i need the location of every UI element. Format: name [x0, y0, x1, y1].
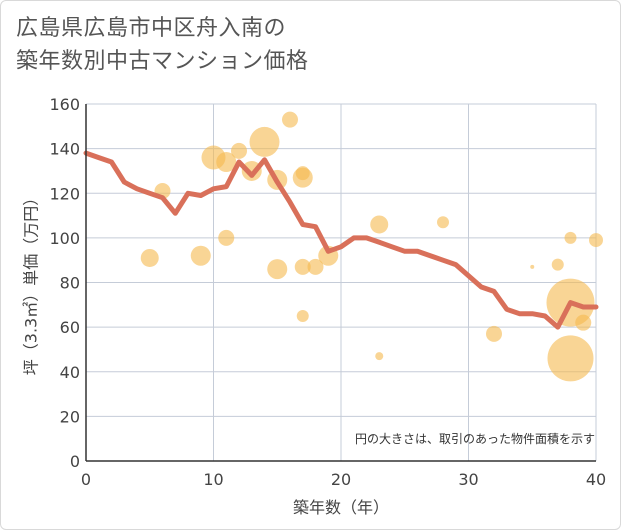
chart-title: 広島県広島市中区舟入南の 築年数別中古マンション価格: [16, 12, 309, 78]
grid-lines: [86, 103, 597, 461]
data-bubble: [437, 216, 449, 229]
x-tick-label: 40: [586, 470, 606, 489]
data-bubble: [296, 309, 309, 322]
y-axis-title: 坪（3.3㎡）単価（万円）: [22, 190, 41, 375]
y-tick-label: 60: [60, 318, 80, 337]
y-tick-label: 80: [60, 274, 80, 293]
data-bubble: [231, 142, 247, 159]
data-bubble: [551, 258, 564, 271]
x-tick-label: 10: [203, 470, 223, 489]
data-bubble: [370, 215, 389, 234]
y-tick-label: 40: [60, 363, 80, 382]
y-tick-label: 100: [49, 229, 80, 248]
y-tick-label: 140: [49, 140, 80, 159]
y-tick-label: 0: [70, 452, 80, 471]
axes: 0 20 40 60 80 100 120 140 160 0 10 20 30 40: [49, 95, 606, 489]
data-bubble: [547, 335, 594, 382]
data-bubble: [140, 248, 159, 267]
y-tick-label: 160: [49, 95, 80, 114]
data-bubble: [486, 325, 502, 342]
data-bubble: [589, 233, 603, 248]
title-line-1: 広島県広島市中区舟入南の: [16, 16, 287, 41]
data-bubble: [294, 258, 311, 275]
data-bubble: [575, 314, 592, 331]
x-tick-label: 20: [331, 470, 351, 489]
data-bubble: [216, 152, 237, 173]
data-bubble: [190, 245, 211, 266]
data-bubble: [267, 259, 288, 280]
data-bubble: [530, 264, 535, 269]
data-bubble: [307, 258, 324, 275]
title-line-2: 築年数別中古マンション価格: [16, 49, 309, 74]
data-bubble: [375, 352, 384, 361]
x-tick-label: 30: [458, 470, 478, 489]
y-tick-label: 20: [60, 407, 80, 426]
data-bubble: [564, 231, 577, 244]
data-bubble: [218, 229, 235, 246]
data-bubble: [249, 126, 280, 157]
price-trend-line: [83, 150, 599, 330]
data-bubble: [295, 166, 310, 181]
data-bubble: [282, 111, 298, 128]
x-tick-label: 0: [81, 470, 91, 489]
bubble-layer: [140, 111, 603, 382]
x-axis-title: 築年数（年）: [293, 498, 389, 517]
size-annotation: 円の大きさは、取引のあった物件面積を示す: [355, 431, 595, 446]
y-tick-label: 120: [49, 184, 80, 203]
